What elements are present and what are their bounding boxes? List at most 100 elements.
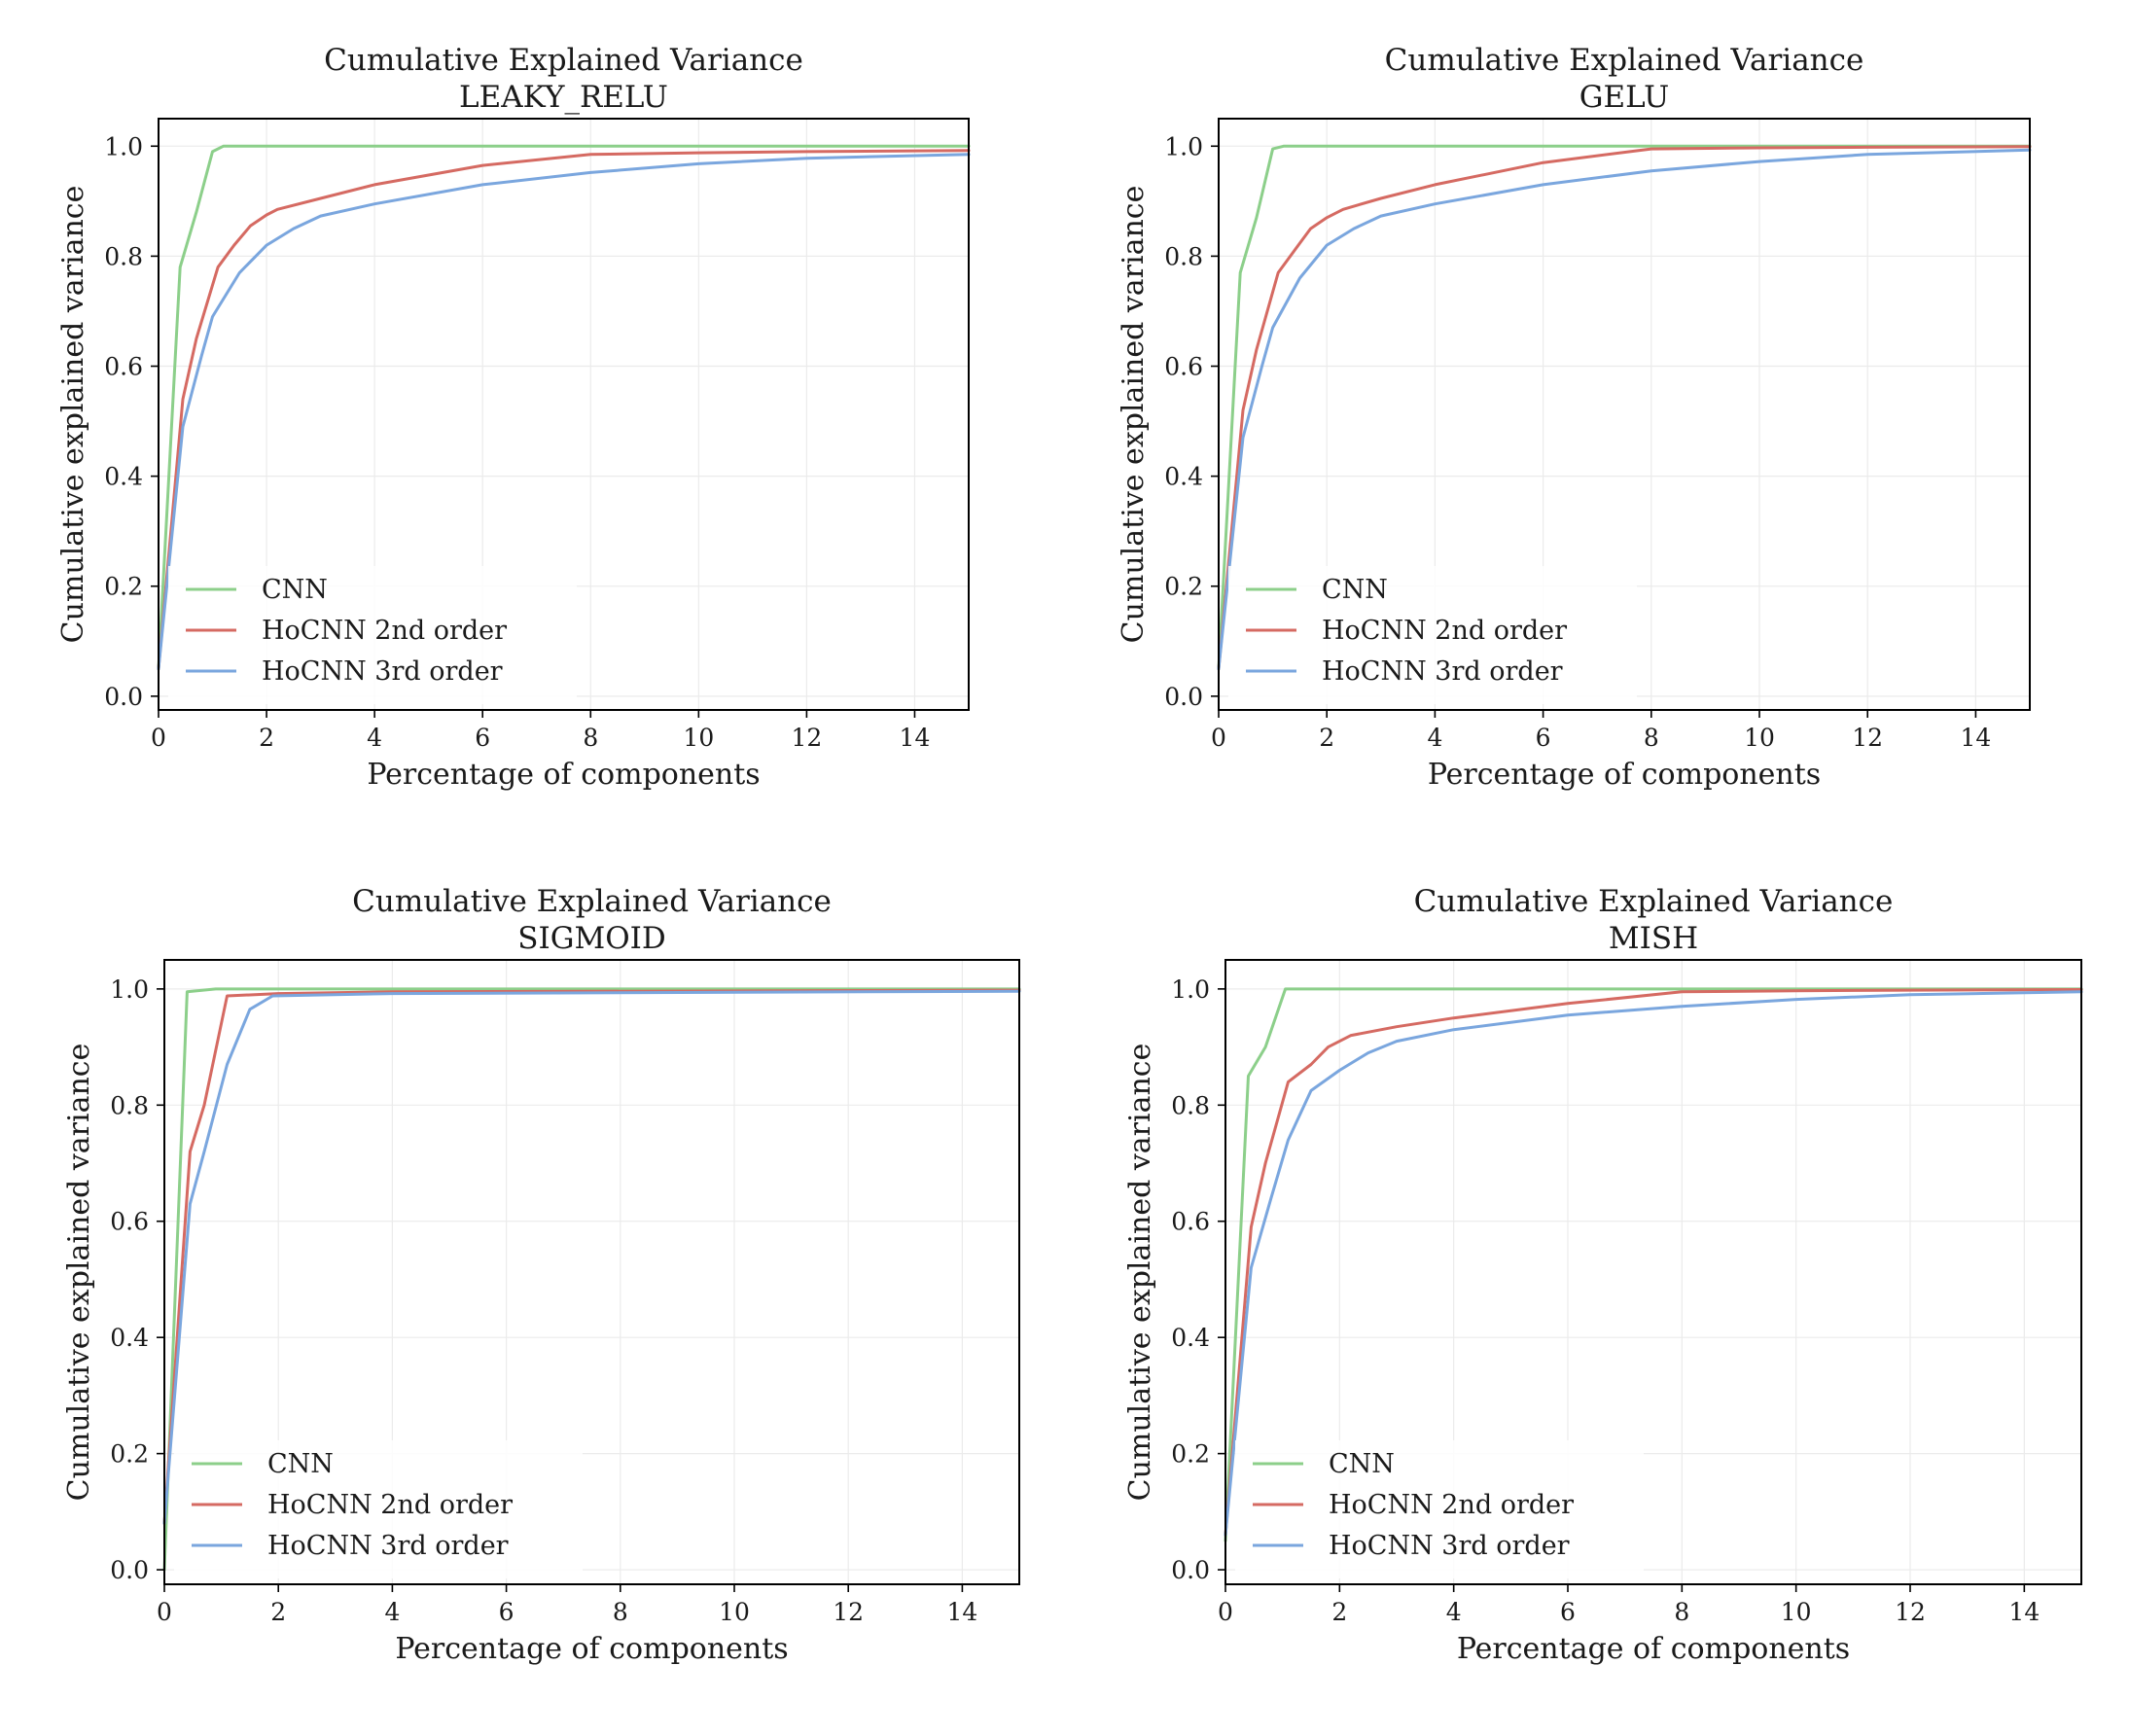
ticks: 0 2 4 6 8 10 12 14 0.0 0.2 0.4 0.6 0.8 1.0 — [1171, 975, 2040, 1626]
x-tick-label: 10 — [719, 1598, 750, 1626]
x-tick-label: 4 — [384, 1598, 400, 1626]
series-lines — [1224, 987, 2083, 1542]
legend: CNN HoCNN 2nd order HoCNN 3rd order — [1228, 566, 1637, 704]
x-tick-label: 2 — [259, 724, 274, 752]
x-tick-label: 8 — [1644, 724, 1659, 752]
x-tick-label: 14 — [2008, 1598, 2040, 1626]
x-tick-label: 2 — [1319, 724, 1334, 752]
series-lines — [157, 144, 971, 671]
y-axis-label: Cumulative explained variance — [62, 1044, 96, 1502]
x-tick-label: 8 — [583, 724, 598, 752]
chart-title: Cumulative Explained Variance — [324, 43, 803, 78]
x-tick-label: 12 — [1895, 1598, 1926, 1626]
y-axis-label: Cumulative explained variance — [1117, 186, 1151, 644]
series-line-hocnn-2nd-order — [157, 149, 971, 671]
y-tick-label: 0.6 — [104, 353, 143, 381]
x-tick-label: 8 — [613, 1598, 628, 1626]
legend-label: HoCNN 2nd order — [267, 1490, 513, 1520]
x-axis-label: Percentage of components — [1428, 758, 1821, 792]
chart-panel-leaky_relu: 0 2 4 6 8 10 12 14 0.0 0.2 0.4 0.6 0.8 1.0 Cumulative … — [56, 43, 971, 792]
chart-panel-gelu: 0 2 4 6 8 10 12 14 0.0 0.2 0.4 0.6 0.8 1.0 Cumulative … — [1117, 43, 2032, 792]
plot-frame — [1224, 959, 2082, 1585]
chart-panel-mish: 0 2 4 6 8 10 12 14 0.0 0.2 0.4 0.6 0.8 1.0 Cumulative … — [1123, 884, 2083, 1666]
x-tick-label: 2 — [1331, 1598, 1347, 1626]
series-line-hocnn-3rd-order — [162, 989, 1021, 1525]
chart-title: Cumulative Explained Variance — [1414, 884, 1894, 919]
y-tick-label: 0.0 — [1171, 1556, 1210, 1584]
y-tick-label: 0.6 — [1164, 353, 1203, 381]
x-tick-label: 0 — [1211, 724, 1226, 752]
y-tick-label: 0.4 — [104, 463, 143, 491]
legend-label: HoCNN 2nd order — [1322, 616, 1567, 646]
legend-label: CNN — [1322, 575, 1388, 605]
x-tick-label: 10 — [1781, 1598, 1812, 1626]
legend-label: HoCNN 3rd order — [1322, 656, 1563, 687]
x-tick-label: 4 — [367, 724, 382, 752]
ticks: 0 2 4 6 8 10 12 14 0.0 0.2 0.4 0.6 0.8 1.0 — [1164, 132, 1991, 752]
x-tick-label: 10 — [1744, 724, 1775, 752]
x-tick-label: 14 — [1960, 724, 1991, 752]
y-tick-label: 1.0 — [104, 132, 143, 160]
legend: CNN HoCNN 2nd order HoCNN 3rd order — [174, 1440, 583, 1578]
x-tick-label: 12 — [791, 724, 822, 752]
y-tick-label: 0.6 — [1171, 1208, 1210, 1236]
chart-subtitle: LEAKY_RELU — [459, 80, 668, 115]
legend-label: HoCNN 3rd order — [262, 656, 503, 687]
legend-label: CNN — [1329, 1449, 1395, 1479]
y-tick-label: 0.0 — [1164, 683, 1203, 711]
series-line-hocnn-2nd-order — [1217, 145, 2032, 671]
x-axis-label: Percentage of components — [367, 758, 760, 792]
chart-subtitle: SIGMOID — [517, 921, 666, 956]
series-line-hocnn-2nd-order — [162, 988, 1021, 1525]
x-tick-label: 4 — [1446, 1598, 1462, 1626]
x-tick-label: 0 — [1218, 1598, 1233, 1626]
x-tick-label: 14 — [946, 1598, 977, 1626]
ticks: 0 2 4 6 8 10 12 14 0.0 0.2 0.4 0.6 0.8 1.0 — [104, 132, 930, 752]
x-tick-label: 2 — [270, 1598, 286, 1626]
y-tick-label: 0.8 — [1164, 242, 1203, 270]
series-lines — [1217, 144, 2032, 671]
plot-frame — [158, 118, 970, 711]
x-tick-label: 12 — [1852, 724, 1883, 752]
x-tick-label: 0 — [157, 1598, 172, 1626]
x-tick-label: 6 — [499, 1598, 515, 1626]
series-line-cnn — [1224, 987, 2083, 1542]
y-tick-label: 1.0 — [1171, 975, 1210, 1004]
legend-label: CNN — [262, 575, 328, 605]
legend-label: HoCNN 2nd order — [1329, 1490, 1574, 1520]
y-tick-label: 0.8 — [1171, 1091, 1210, 1119]
x-tick-label: 12 — [833, 1598, 864, 1626]
series-line-cnn — [1217, 144, 2032, 671]
y-tick-label: 0.6 — [110, 1208, 149, 1236]
legend-label: CNN — [267, 1449, 334, 1479]
x-tick-label: 6 — [475, 724, 490, 752]
series-lines — [162, 987, 1021, 1572]
series-line-hocnn-2nd-order — [1224, 988, 2083, 1537]
y-tick-label: 0.8 — [104, 242, 143, 270]
series-line-cnn — [162, 987, 1021, 1572]
series-line-hocnn-3rd-order — [1217, 148, 2032, 671]
x-tick-label: 6 — [1560, 1598, 1576, 1626]
y-tick-label: 0.4 — [1164, 463, 1203, 491]
chart-subtitle: GELU — [1579, 80, 1669, 115]
y-tick-label: 0.0 — [110, 1556, 149, 1584]
y-axis-label: Cumulative explained variance — [1123, 1044, 1157, 1502]
chart-subtitle: MISH — [1609, 921, 1698, 956]
legend: CNN HoCNN 2nd order HoCNN 3rd order — [1235, 1440, 1644, 1578]
y-tick-label: 0.8 — [110, 1091, 149, 1119]
legend-label: HoCNN 3rd order — [1329, 1531, 1570, 1561]
series-line-hocnn-3rd-order — [157, 153, 971, 671]
y-tick-label: 1.0 — [110, 975, 149, 1004]
y-tick-label: 0.2 — [1171, 1440, 1210, 1469]
x-tick-label: 8 — [1674, 1598, 1689, 1626]
legend-label: HoCNN 3rd order — [267, 1531, 509, 1561]
x-tick-label: 14 — [900, 724, 931, 752]
chart-title: Cumulative Explained Variance — [352, 884, 832, 919]
y-tick-label: 0.4 — [1171, 1324, 1210, 1352]
x-tick-label: 4 — [1427, 724, 1442, 752]
chart-title: Cumulative Explained Variance — [1385, 43, 1864, 78]
y-tick-label: 0.2 — [104, 573, 143, 601]
y-tick-label: 0.0 — [104, 683, 143, 711]
series-line-cnn — [157, 144, 971, 671]
